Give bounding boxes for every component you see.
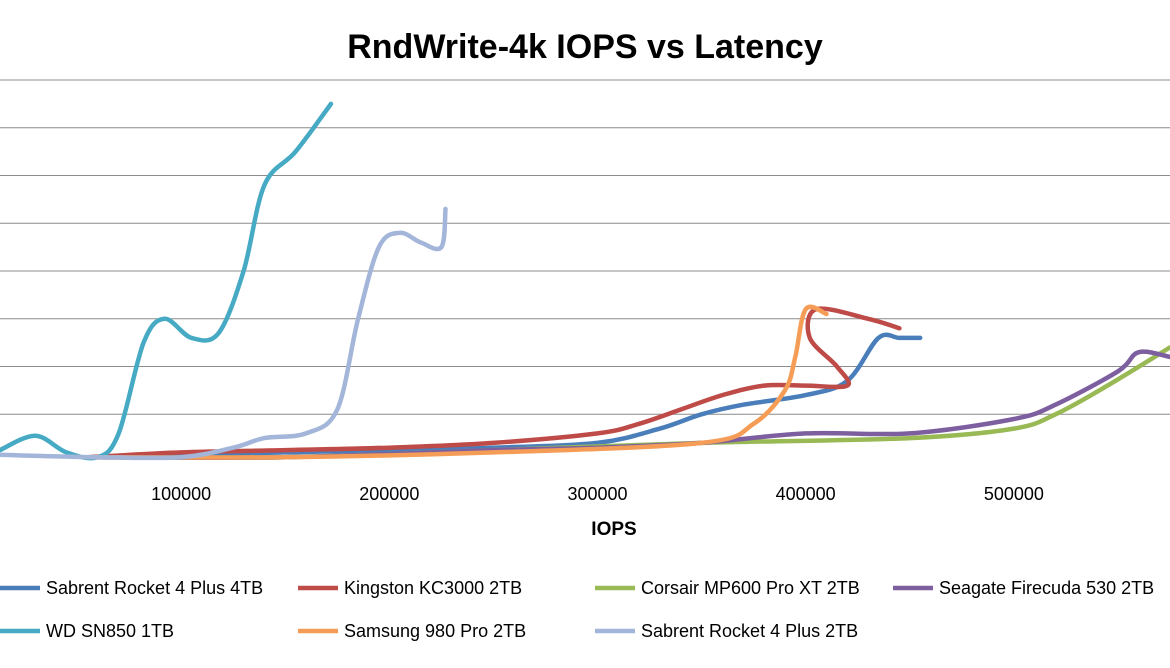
x-axis-label: IOPS	[591, 519, 636, 540]
series-lines	[0, 101, 1170, 461]
x-tick-label: 400000	[776, 484, 836, 504]
legend-label: WD SN850 1TB	[46, 621, 174, 641]
x-tick-label: 300000	[567, 484, 627, 504]
legend-item: Sabrent Rocket 4 Plus 2TB	[595, 621, 858, 641]
legend-item: Kingston KC3000 2TB	[298, 578, 522, 598]
series-line-5	[85, 304, 829, 460]
x-tick-label: 200000	[359, 484, 419, 504]
legend-item: Seagate Firecuda 530 2TB	[893, 578, 1154, 598]
legend-label: Sabrent Rocket 4 Plus 2TB	[641, 621, 858, 641]
gridlines	[0, 79, 1170, 415]
chart-title: RndWrite-4k IOPS vs Latency	[347, 28, 823, 66]
x-tick-labels: 100000 200000 300000 400000 500000	[151, 484, 1044, 504]
x-tick-label: 500000	[984, 484, 1044, 504]
legend-label: Corsair MP600 Pro XT 2TB	[641, 578, 860, 598]
legend-item: Samsung 980 Pro 2TB	[298, 621, 526, 641]
legend-item: WD SN850 1TB	[0, 621, 174, 641]
legend-label: Sabrent Rocket 4 Plus 4TB	[46, 578, 263, 598]
legend-item: Corsair MP600 Pro XT 2TB	[595, 578, 860, 598]
legend-label: Samsung 980 Pro 2TB	[344, 621, 526, 641]
series-line-1	[85, 306, 902, 460]
legend-label: Kingston KC3000 2TB	[344, 578, 522, 598]
series-line-0	[85, 332, 923, 460]
x-tick-label: 100000	[151, 484, 211, 504]
series-line-4	[0, 101, 334, 461]
series-line-6	[0, 206, 448, 461]
legend-item: Sabrent Rocket 4 Plus 4TB	[0, 578, 263, 598]
legend-label: Seagate Firecuda 530 2TB	[939, 578, 1154, 598]
legend: Sabrent Rocket 4 Plus 4TB Kingston KC3000…	[0, 578, 1154, 641]
